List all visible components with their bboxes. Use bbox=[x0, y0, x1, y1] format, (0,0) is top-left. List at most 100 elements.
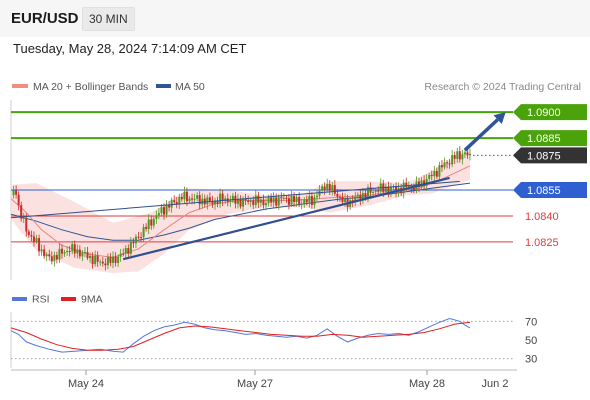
candle-body bbox=[236, 199, 239, 204]
candle-body bbox=[45, 254, 48, 257]
x-tick-label: May 24 bbox=[68, 378, 104, 390]
candle-body bbox=[163, 207, 165, 215]
legend-ma50-swatch bbox=[156, 84, 171, 88]
candle-body bbox=[109, 256, 112, 263]
candle-body bbox=[387, 186, 390, 193]
candle-body bbox=[323, 186, 326, 190]
candle-body bbox=[254, 195, 257, 205]
current-price-label: 1.0875 bbox=[527, 150, 561, 162]
candle-body bbox=[152, 218, 155, 226]
level-label: 1.0885 bbox=[527, 133, 561, 145]
trendline bbox=[10, 180, 460, 219]
candle-body bbox=[134, 236, 137, 244]
candle-body bbox=[89, 255, 92, 259]
level-label-1.0840: 1.0840 bbox=[525, 211, 559, 223]
candle-body bbox=[112, 256, 114, 263]
candle-body bbox=[310, 196, 313, 205]
candle-body bbox=[40, 249, 43, 252]
candle-body bbox=[336, 193, 339, 197]
candle-body bbox=[356, 194, 359, 197]
candle-body bbox=[17, 194, 20, 206]
candle-body bbox=[265, 203, 267, 206]
candle-body bbox=[275, 197, 278, 206]
candle-body bbox=[369, 187, 372, 193]
candle-body bbox=[147, 219, 150, 229]
candle-body bbox=[282, 197, 285, 199]
candle-body bbox=[127, 248, 130, 254]
candle-body bbox=[214, 200, 216, 205]
candle-body bbox=[71, 244, 74, 252]
candle-body bbox=[239, 199, 242, 207]
candle-body bbox=[453, 155, 456, 159]
candle-body bbox=[377, 190, 380, 192]
legend-9ma-label: 9MA bbox=[81, 294, 103, 306]
candle-body bbox=[395, 186, 398, 193]
candle-body bbox=[168, 205, 171, 208]
candle-body bbox=[101, 261, 104, 264]
candle-body bbox=[211, 200, 214, 205]
candle-body bbox=[61, 248, 63, 254]
candle-body bbox=[83, 251, 86, 253]
candle-body bbox=[43, 249, 46, 257]
legend-9ma-swatch bbox=[61, 297, 76, 301]
candle-body bbox=[124, 248, 127, 254]
candle-body bbox=[359, 194, 362, 200]
level-tag-bg bbox=[513, 130, 587, 147]
candle-body bbox=[280, 197, 283, 199]
candle-body bbox=[185, 191, 188, 202]
candle-body bbox=[117, 256, 120, 264]
price-panel: 1.0900 1.0885 1.0855 1.0840 1.0825 1.0875 bbox=[10, 100, 587, 280]
x-tick-label: Jun 2 bbox=[482, 378, 509, 390]
candle-body bbox=[305, 199, 308, 203]
candle-body bbox=[63, 252, 66, 254]
candle-body bbox=[469, 153, 471, 156]
level-label: 1.0900 bbox=[527, 107, 561, 119]
candle-body bbox=[272, 197, 275, 203]
candle-body bbox=[267, 197, 270, 204]
candle-body bbox=[25, 217, 28, 232]
candle-body bbox=[155, 215, 158, 219]
level-label-1.0825: 1.0825 bbox=[525, 237, 559, 249]
candle-body bbox=[198, 195, 201, 205]
candle-body bbox=[433, 171, 436, 177]
candle-body bbox=[76, 249, 79, 254]
candle-body bbox=[157, 213, 160, 216]
candle-body bbox=[173, 200, 176, 203]
candle-body bbox=[277, 197, 280, 206]
candle-body bbox=[129, 242, 132, 254]
candle-body bbox=[321, 186, 324, 190]
watermark: Research © 2024 Trading Central bbox=[424, 81, 581, 93]
candle-body bbox=[160, 207, 163, 214]
timeframe-badge[interactable]: 30 MIN bbox=[82, 7, 135, 31]
candle-body bbox=[114, 256, 117, 264]
candle-body bbox=[463, 152, 466, 155]
candle-body bbox=[38, 238, 41, 252]
candle-body bbox=[412, 187, 415, 190]
candle-body bbox=[259, 199, 262, 203]
candle-body bbox=[201, 198, 204, 205]
candle-body bbox=[300, 203, 303, 205]
candle-body bbox=[191, 198, 194, 200]
candle-body bbox=[178, 196, 181, 204]
current-price-tag: 1.0875 bbox=[513, 147, 587, 164]
candle-body bbox=[420, 180, 423, 187]
candle-body bbox=[293, 196, 296, 202]
candle-body bbox=[78, 249, 81, 257]
candle-body bbox=[389, 187, 392, 193]
candle-body bbox=[367, 187, 369, 198]
candle-body bbox=[295, 197, 298, 202]
candle-body bbox=[94, 255, 97, 265]
rsi-9ma-line bbox=[10, 321, 471, 351]
candle-body bbox=[374, 190, 377, 192]
chart-timestamp: Tuesday, May 28, 2024 7:14:09 AM CET bbox=[13, 41, 247, 56]
level-tag-bg bbox=[513, 104, 587, 121]
ma50-line bbox=[10, 182, 471, 241]
candle-body bbox=[216, 200, 219, 204]
candle-body bbox=[96, 255, 99, 262]
legend-ma20-swatch bbox=[12, 84, 28, 88]
candle-body bbox=[451, 155, 454, 165]
candle-body bbox=[81, 252, 84, 257]
candle-body bbox=[68, 251, 71, 253]
candle-body bbox=[170, 200, 173, 208]
